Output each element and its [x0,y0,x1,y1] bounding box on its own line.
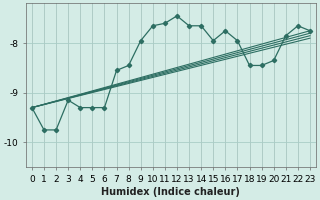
X-axis label: Humidex (Indice chaleur): Humidex (Indice chaleur) [101,187,240,197]
